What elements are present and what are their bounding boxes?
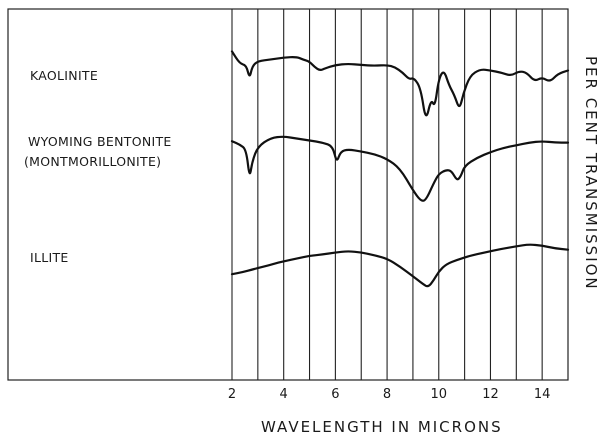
series-line-wyoming	[230, 135, 570, 202]
x-tick-label-10: 10	[430, 387, 447, 402]
series-curves	[230, 50, 570, 288]
x-tick-label-12: 12	[482, 387, 499, 402]
x-tick-label-14: 14	[534, 387, 551, 402]
x-tick-labels: 2 4 6 8 10 12 14	[228, 387, 551, 402]
x-tick-label-2: 2	[228, 387, 236, 402]
series-line-kaolinite	[230, 50, 570, 117]
series-line-illite	[230, 243, 570, 288]
x-axis-title: WAVELENGTH IN MICRONS	[261, 418, 503, 436]
series-label-kaolinite: KAOLINITE	[30, 68, 98, 83]
y-axis-title: PER CENT TRANSMISSION	[582, 56, 600, 291]
x-tick-label-8: 8	[383, 387, 391, 402]
series-label-wyoming-bentonite-line1: WYOMING BENTONITE	[28, 134, 172, 149]
x-tick-label-6: 6	[331, 387, 339, 402]
series-label-wyoming-bentonite-line2: (MONTMORILLONITE)	[24, 154, 161, 169]
series-label-wyoming-bentonite: WYOMING BENTONITE (MONTMORILLONITE)	[24, 134, 176, 169]
plot-frame	[7, 8, 569, 381]
x-tick-label-4: 4	[280, 387, 288, 402]
series-label-illite: ILLITE	[30, 250, 69, 265]
